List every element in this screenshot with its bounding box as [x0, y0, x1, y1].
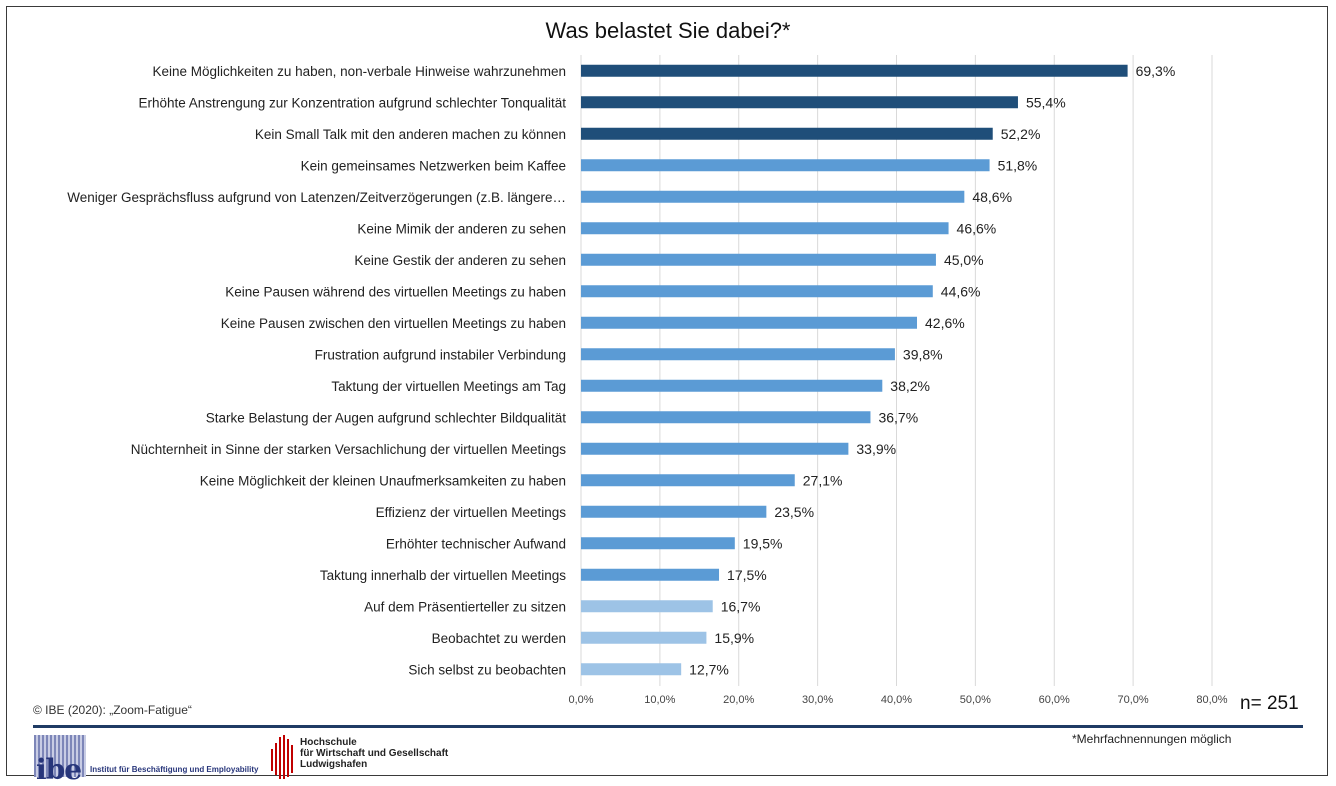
- category-label: Nüchternheit in Sinne der starken Versac…: [131, 442, 566, 457]
- bar: [581, 159, 990, 172]
- category-label: Starke Belastung der Augen aufgrund schl…: [206, 410, 566, 425]
- bar: [581, 537, 735, 550]
- bar: [581, 442, 849, 455]
- bar: [581, 222, 949, 235]
- category-label: Erhöhter technischer Aufwand: [386, 536, 566, 551]
- x-tick-label: 40,0%: [881, 694, 912, 706]
- gridlines: [580, 55, 1213, 686]
- hochschule-line-2: für Wirtschaft und Gesellschaft: [300, 748, 449, 759]
- category-label: Kein gemeinsames Netzwerken beim Kaffee: [301, 158, 566, 173]
- bar: [581, 253, 936, 266]
- bar: [581, 663, 682, 676]
- data-label: 69,3%: [1136, 63, 1176, 79]
- x-tick-label: 70,0%: [1118, 694, 1149, 706]
- chart-title: Was belastet Sie dabei?*: [545, 18, 791, 43]
- footer-divider: [33, 725, 1303, 728]
- category-label: Taktung der virtuellen Meetings am Tag: [331, 379, 566, 394]
- multiple-answers-note: *Mehrfachnennungen möglich: [1072, 732, 1232, 746]
- x-tick-label: 50,0%: [960, 694, 991, 706]
- hochschule-line-1: Hochschule: [300, 737, 357, 748]
- data-label: 15,9%: [714, 630, 754, 646]
- data-label: 23,5%: [774, 504, 814, 520]
- bar: [581, 505, 767, 518]
- bar: [581, 379, 883, 392]
- data-label: 45,0%: [944, 252, 984, 268]
- bar: [581, 474, 795, 487]
- x-tick-label: 60,0%: [1039, 694, 1070, 706]
- x-tick-label: 0,0%: [568, 694, 593, 706]
- category-label: Erhöhte Anstrengung zur Konzentration au…: [138, 95, 566, 110]
- bar: [581, 316, 918, 329]
- hochschule-line-3: Ludwigshafen: [300, 759, 368, 770]
- x-tick-label: 20,0%: [723, 694, 754, 706]
- category-label: Keine Mimik der anderen zu sehen: [357, 221, 566, 236]
- x-tick-label: 80,0%: [1196, 694, 1227, 706]
- ibe-logo-subtitle: Institut für Beschäftigung und Employabi…: [90, 765, 259, 774]
- data-label: 12,7%: [689, 661, 729, 677]
- bar: [581, 348, 895, 361]
- category-label: Sich selbst zu beobachten: [408, 662, 566, 677]
- category-label: Auf dem Präsentierteller zu sitzen: [364, 599, 566, 614]
- data-label: 33,9%: [856, 441, 896, 457]
- sample-size: n= 251: [1240, 693, 1299, 714]
- data-label: 16,7%: [721, 598, 761, 614]
- category-label: Kein Small Talk mit den anderen machen z…: [255, 127, 566, 142]
- category-label: Keine Gestik der anderen zu sehen: [354, 253, 566, 268]
- x-axis-ticks: 0,0% 10,0% 20,0% 30,0% 40,0% 50,0% 60,0% 70,0% 8…: [568, 694, 1227, 706]
- category-label: Keine Pausen zwischen den virtuellen Mee…: [221, 316, 566, 331]
- category-label: Weniger Gesprächsfluss aufgrund von Late…: [67, 190, 566, 205]
- value-labels: 69,3% 55,4% 52,2% 51,8% 48,6% 46,6% 45,0% 44,6%…: [689, 63, 1175, 678]
- category-labels: Keine Möglichkeiten zu haben, non-verbal…: [67, 64, 566, 678]
- data-label: 42,6%: [925, 315, 965, 331]
- data-label: 36,7%: [878, 409, 918, 425]
- bar-chart: Keine Möglichkeiten zu haben, non-verbal…: [67, 55, 1228, 706]
- bar: [581, 190, 965, 203]
- data-label: 48,6%: [972, 189, 1012, 205]
- bar: [581, 127, 993, 140]
- copyright-note: © IBE (2020): „Zoom-Fatigue“: [33, 703, 192, 717]
- bars: [581, 64, 1128, 676]
- data-label: 38,2%: [890, 378, 930, 394]
- category-label: Keine Möglichkeit der kleinen Unaufmerks…: [200, 473, 566, 488]
- category-label: Keine Pausen während des virtuellen Meet…: [225, 284, 566, 299]
- bar: [581, 568, 720, 581]
- x-tick-label: 30,0%: [802, 694, 833, 706]
- bar: [581, 96, 1018, 109]
- slide-frame: [6, 6, 1328, 776]
- data-label: 55,4%: [1026, 94, 1066, 110]
- data-label: 51,8%: [998, 157, 1038, 173]
- bar: [581, 64, 1128, 77]
- x-tick-label: 10,0%: [644, 694, 675, 706]
- data-label: 17,5%: [727, 567, 767, 583]
- data-label: 46,6%: [957, 220, 997, 236]
- data-label: 39,8%: [903, 346, 943, 362]
- bar: [581, 600, 713, 613]
- category-label: Effizienz der virtuellen Meetings: [376, 505, 567, 520]
- hochschule-logo: Hochschule für Wirtschaft und Gesellscha…: [270, 735, 500, 779]
- ibe-logo: ibe Institut für Beschäftigung und Emplo…: [34, 735, 274, 786]
- data-label: 44,6%: [941, 283, 981, 299]
- ibe-logo-mark: [34, 735, 86, 777]
- bar: [581, 285, 933, 298]
- ibe-logo-text: ibe: [36, 753, 82, 786]
- category-label: Keine Möglichkeiten zu haben, non-verbal…: [153, 64, 567, 79]
- category-label: Beobachtet zu werden: [432, 631, 566, 646]
- bar: [581, 411, 871, 424]
- data-label: 52,2%: [1001, 126, 1041, 142]
- bar: [581, 631, 707, 644]
- category-label: Frustration aufgrund instabiler Verbindu…: [315, 347, 566, 362]
- data-label: 27,1%: [803, 472, 843, 488]
- data-label: 19,5%: [743, 535, 783, 551]
- hochschule-logo-mark: [271, 735, 293, 779]
- category-label: Taktung innerhalb der virtuellen Meeting…: [320, 568, 566, 583]
- hochschule-logo-text: Hochschule für Wirtschaft und Gesellscha…: [300, 737, 448, 770]
